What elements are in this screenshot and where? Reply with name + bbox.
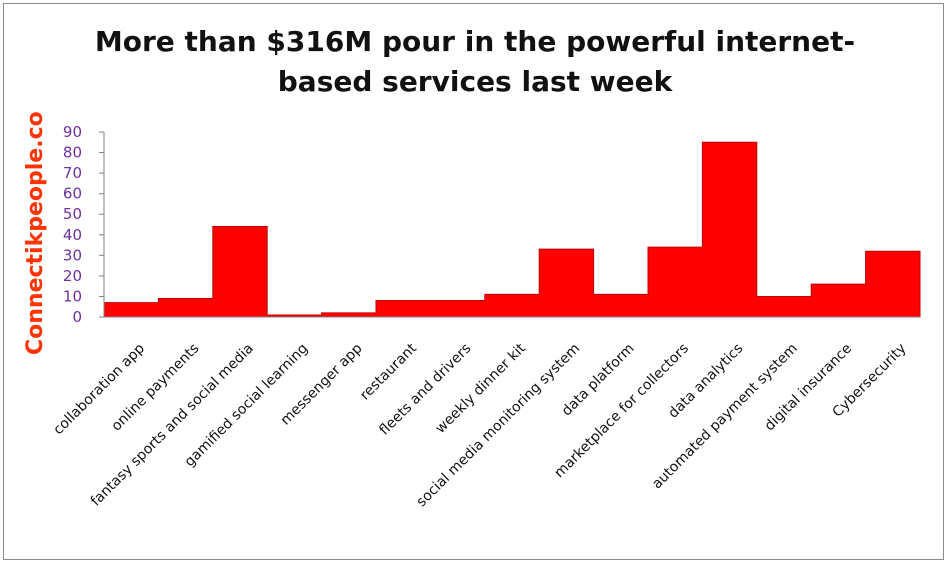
area-segment (594, 294, 648, 317)
y-tick-label: 0 (72, 308, 82, 326)
area-segment (866, 251, 920, 317)
area-segment (322, 313, 376, 317)
y-tick-label: 50 (63, 205, 82, 223)
area-segment (213, 227, 267, 317)
area-segment (648, 247, 702, 317)
x-tick-label: fleets and drivers (376, 341, 474, 439)
y-tick-label: 90 (63, 123, 82, 141)
y-tick-label: 60 (63, 185, 82, 203)
plot-area (103, 141, 921, 318)
area-segment (539, 249, 593, 317)
area-segment (702, 142, 756, 317)
chart-title: More than $316M pour in the powerful int… (94, 25, 856, 98)
y-tick-label: 40 (63, 226, 82, 244)
x-tick-label: weekly dinner kit (432, 340, 529, 437)
y-tick-label: 10 (63, 287, 82, 305)
area-series (103, 141, 921, 318)
y-tick-label: 80 (63, 144, 82, 162)
area-segment (811, 284, 865, 317)
y-tick-label: 20 (63, 267, 82, 285)
area-segment (158, 299, 212, 318)
area-segment (430, 301, 484, 317)
y-tick-label: 30 (63, 246, 82, 264)
area-segment (485, 294, 539, 317)
area-segment (104, 303, 158, 317)
y-tick-label: 70 (63, 164, 82, 182)
y-axis: 0 10 20 30 40 50 60 70 80 90 (63, 123, 105, 326)
area-segment (757, 296, 811, 317)
area-segment (376, 301, 430, 317)
x-tick-label: collaboration app (50, 340, 148, 438)
chart-frame (3, 3, 944, 560)
